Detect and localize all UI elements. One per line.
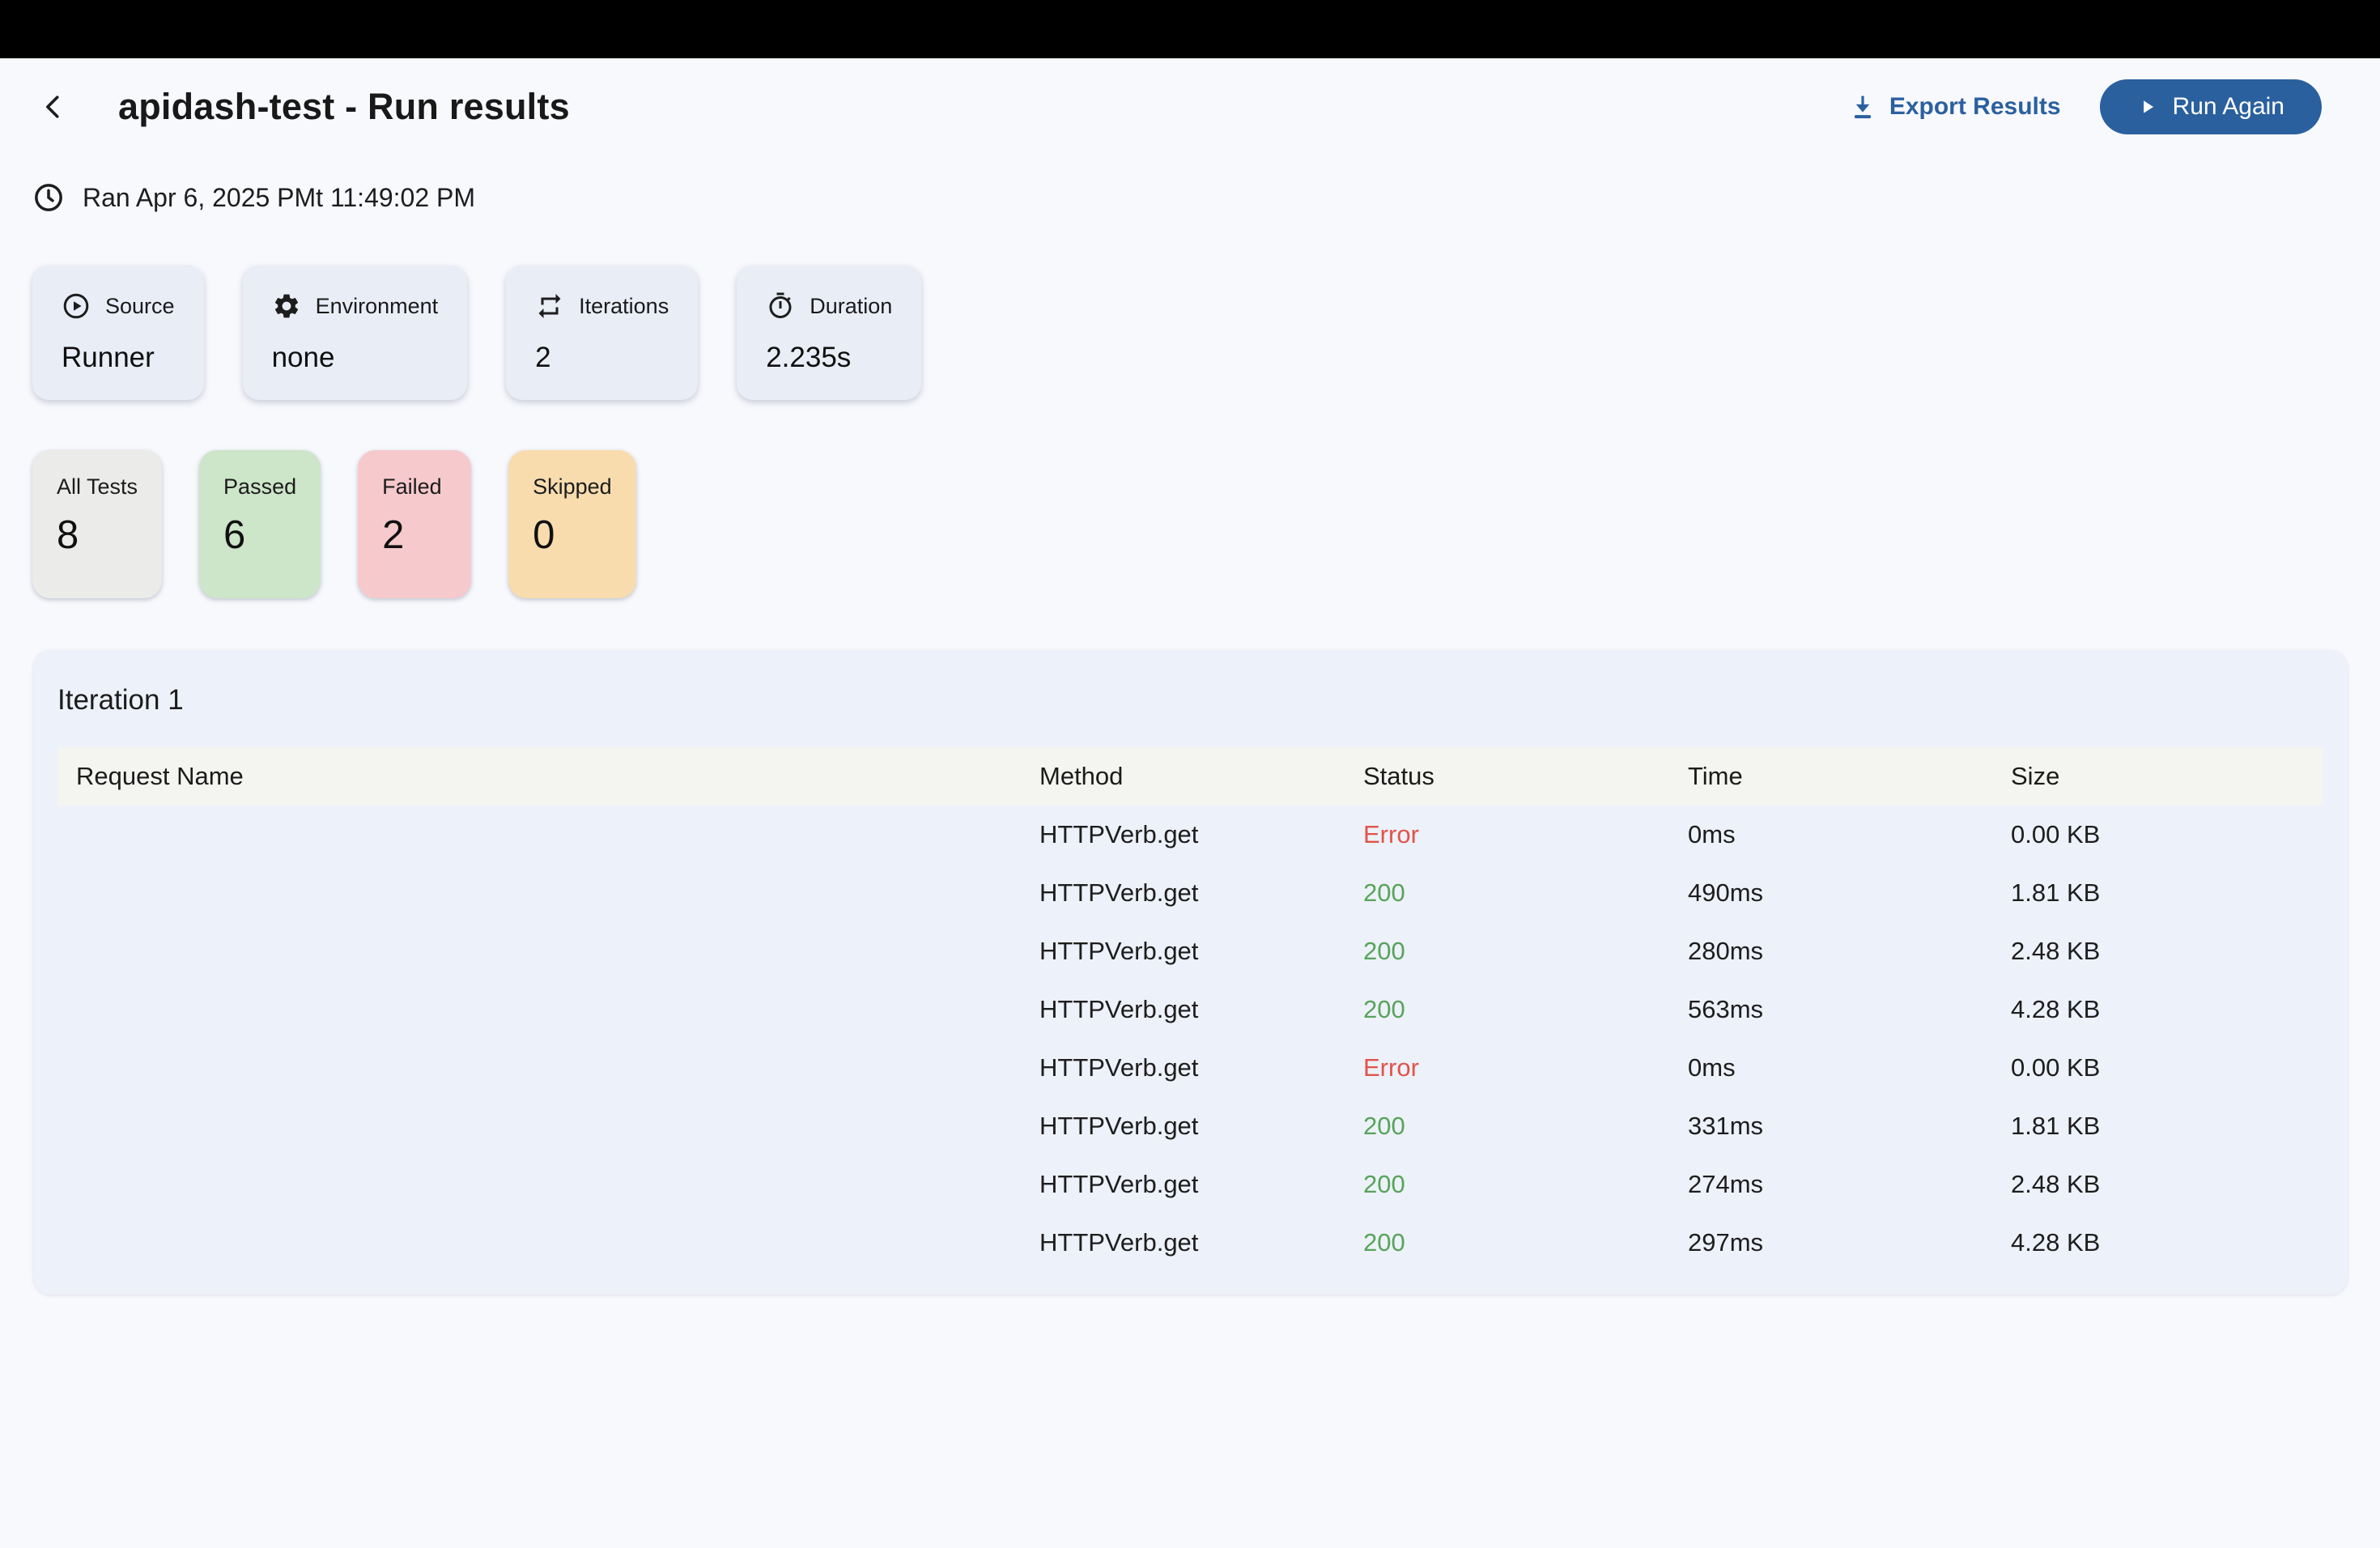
cell-time: 331ms: [1688, 1112, 1764, 1140]
cell-method: HTTPVerb.get: [1039, 1170, 1199, 1198]
cell-method: HTTPVerb.get: [1039, 878, 1199, 907]
run-again-button[interactable]: Run Again: [2099, 79, 2322, 134]
info-card-value: 2.235s: [766, 342, 852, 373]
iteration-results-panel: Iteration 1 Request Name Method Status T…: [33, 650, 2348, 1295]
stat-card: Passed 6: [199, 450, 321, 598]
test-stat-cards: All Tests 8 Passed 6 Failed 2 Skipped 0: [32, 450, 2380, 598]
page-title: apidash-test - Run results: [118, 86, 570, 127]
cell-time: 563ms: [1688, 995, 1764, 1023]
cell-status: 200: [1363, 878, 1405, 907]
iteration-title: Iteration 1: [57, 684, 184, 716]
export-results-button[interactable]: Export Results: [1847, 91, 2061, 122]
cell-time: 297ms: [1688, 1228, 1764, 1257]
cell-method: HTTPVerb.get: [1039, 1053, 1199, 1082]
results-table-body: HTTPVerb.get Error 0ms 0.00 KB HTTPVerb.…: [57, 806, 2323, 1272]
stat-card: Skipped 0: [508, 450, 636, 598]
cell-method: HTTPVerb.get: [1039, 937, 1199, 965]
run-timestamp-label: Ran Apr 6, 2025 PMt 11:49:02 PM: [83, 182, 476, 212]
info-card-value: 2: [535, 342, 551, 373]
cell-time: 490ms: [1688, 878, 1764, 907]
back-button[interactable]: [32, 86, 74, 128]
stat-card-value: 6: [223, 513, 246, 557]
cell-size: 0.00 KB: [2011, 1053, 2101, 1082]
clock-icon: [32, 181, 65, 214]
table-row: HTTPVerb.get Error 0ms 0.00 KB: [57, 1039, 2323, 1097]
column-header-status: Status: [1363, 762, 1434, 790]
column-header-request-name: Request Name: [76, 762, 244, 790]
cell-status: 200: [1363, 1170, 1405, 1198]
stopwatch-icon: [766, 291, 795, 321]
cell-size: 1.81 KB: [2011, 1112, 2101, 1140]
cell-size: 4.28 KB: [2011, 995, 2101, 1023]
chevron-left-icon: [38, 91, 69, 122]
column-header-method: Method: [1039, 762, 1124, 790]
column-header-time: Time: [1688, 762, 1743, 790]
cell-status: 200: [1363, 1228, 1405, 1257]
stat-card-label: All Tests: [57, 474, 138, 499]
cell-method: HTTPVerb.get: [1039, 995, 1199, 1023]
table-row: HTTPVerb.get 200 490ms 1.81 KB: [57, 864, 2323, 922]
cell-size: 2.48 KB: [2011, 1170, 2101, 1198]
header-bar: apidash-test - Run results Export Result…: [32, 79, 2322, 134]
info-card-label: Source: [105, 293, 175, 318]
cell-size: 2.48 KB: [2011, 937, 2101, 965]
info-card: Environment none: [242, 266, 468, 400]
stat-card: Failed 2: [358, 450, 472, 598]
info-card-label: Environment: [315, 293, 439, 318]
table-row: HTTPVerb.get 200 297ms 4.28 KB: [57, 1214, 2323, 1272]
cell-time: 280ms: [1688, 937, 1764, 965]
info-card-value: Runner: [62, 342, 155, 373]
top-black-bar: [0, 0, 2380, 58]
play-icon: [2137, 96, 2158, 117]
table-row: HTTPVerb.get 200 274ms 2.48 KB: [57, 1155, 2323, 1214]
info-card: Source Runner: [32, 266, 204, 400]
table-row: HTTPVerb.get Error 0ms 0.00 KB: [57, 806, 2323, 864]
download-icon: [1847, 91, 1878, 122]
run-timestamp: Ran Apr 6, 2025 PMt 11:49:02 PM: [32, 181, 2380, 214]
stat-card-value: 0: [533, 513, 555, 557]
info-card-label: Iterations: [579, 293, 669, 318]
info-card-label: Duration: [810, 293, 893, 318]
run-info-cards: Source Runner Environment none Iteration…: [32, 266, 2380, 400]
cell-status: 200: [1363, 995, 1405, 1023]
cell-status: Error: [1363, 820, 1419, 848]
cell-time: 0ms: [1688, 820, 1736, 848]
table-row: HTTPVerb.get 200 280ms 2.48 KB: [57, 922, 2323, 980]
stat-card: All Tests 8: [32, 450, 163, 598]
column-header-size: Size: [2011, 762, 2060, 790]
table-row: HTTPVerb.get 200 331ms 1.81 KB: [57, 1097, 2323, 1155]
stat-card-value: 8: [57, 513, 79, 557]
results-table-header: Request Name Method Status Time Size: [57, 747, 2323, 806]
info-card: Iterations 2: [506, 266, 699, 400]
table-row: HTTPVerb.get 200 563ms 4.28 KB: [57, 980, 2323, 1039]
export-results-label: Export Results: [1889, 93, 2061, 120]
play-circle-icon: [62, 291, 91, 321]
gear-icon: [272, 291, 301, 321]
run-again-label: Run Again: [2172, 93, 2284, 120]
info-card: Duration 2.235s: [737, 266, 922, 400]
cell-method: HTTPVerb.get: [1039, 820, 1199, 848]
stat-card-label: Passed: [223, 474, 297, 499]
cell-status: 200: [1363, 1112, 1405, 1140]
repeat-icon: [535, 291, 564, 321]
stat-card-value: 2: [382, 513, 405, 557]
stat-card-label: Skipped: [533, 474, 612, 499]
cell-time: 274ms: [1688, 1170, 1764, 1198]
info-card-value: none: [271, 342, 335, 373]
stat-card-label: Failed: [382, 474, 442, 499]
cell-size: 4.28 KB: [2011, 1228, 2101, 1257]
cell-time: 0ms: [1688, 1053, 1736, 1082]
cell-status: Error: [1363, 1053, 1419, 1082]
cell-size: 0.00 KB: [2011, 820, 2101, 848]
cell-method: HTTPVerb.get: [1039, 1228, 1199, 1257]
cell-method: HTTPVerb.get: [1039, 1112, 1199, 1140]
cell-size: 1.81 KB: [2011, 878, 2101, 907]
cell-status: 200: [1363, 937, 1405, 965]
